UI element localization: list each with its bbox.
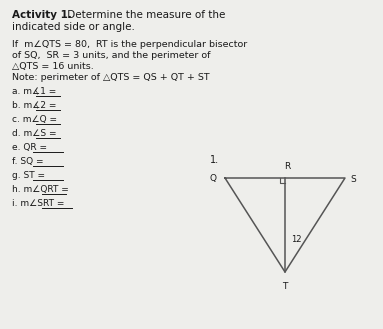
Text: i. m∠SRT =: i. m∠SRT = — [12, 199, 64, 208]
Text: a. m∡1 =: a. m∡1 = — [12, 87, 56, 96]
Text: of SQ,  SR = 3 units, and the perimeter of: of SQ, SR = 3 units, and the perimeter o… — [12, 51, 211, 60]
Text: S: S — [350, 174, 356, 184]
Text: Determine the measure of the: Determine the measure of the — [64, 10, 225, 20]
Text: Note: perimeter of △QTS = QS + QT + ST: Note: perimeter of △QTS = QS + QT + ST — [12, 73, 210, 82]
Text: b. m∡2 =: b. m∡2 = — [12, 101, 56, 110]
Text: 1.: 1. — [210, 155, 219, 165]
Text: e. QR =: e. QR = — [12, 143, 47, 152]
Text: f. SQ =: f. SQ = — [12, 157, 44, 166]
Text: T: T — [282, 282, 288, 291]
Text: c. m∠Q =: c. m∠Q = — [12, 115, 57, 124]
Text: indicated side or angle.: indicated side or angle. — [12, 22, 135, 32]
Text: If  m∠QTS = 80,  RT is the perpendicular bisector: If m∠QTS = 80, RT is the perpendicular b… — [12, 40, 247, 49]
Text: g. ST =: g. ST = — [12, 171, 45, 180]
Text: Q: Q — [210, 174, 217, 184]
Text: Activity 1.: Activity 1. — [12, 10, 72, 20]
Text: △QTS = 16 units.: △QTS = 16 units. — [12, 62, 94, 71]
Text: d. m∠S =: d. m∠S = — [12, 129, 57, 138]
Text: h. m∠QRT =: h. m∠QRT = — [12, 185, 69, 194]
Text: R: R — [284, 162, 290, 171]
Text: 12: 12 — [291, 236, 301, 244]
